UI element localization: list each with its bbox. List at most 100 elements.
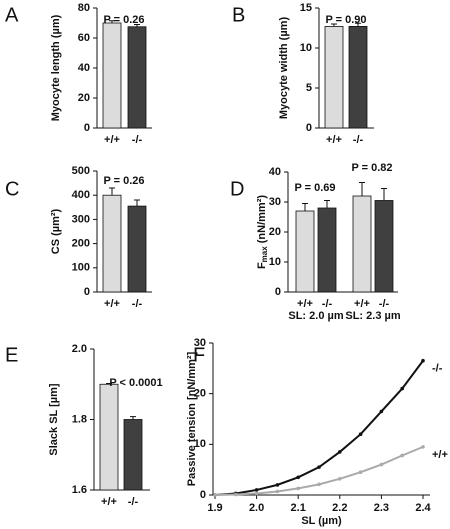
point bbox=[213, 493, 217, 497]
bar bbox=[374, 200, 394, 293]
x-tick-label: +/+ bbox=[297, 298, 313, 310]
error-bar bbox=[331, 23, 337, 27]
point bbox=[400, 453, 405, 458]
bar bbox=[317, 207, 337, 293]
y-axis-label-text: Myocyte width (µm) bbox=[278, 17, 290, 120]
y-tick-label: 0 bbox=[84, 122, 90, 134]
point bbox=[338, 450, 342, 454]
x-tick-label: 2.3 bbox=[374, 502, 389, 514]
annotation: P = 0.82 bbox=[351, 162, 392, 174]
x-tick-label: 2.4 bbox=[415, 502, 431, 514]
error-bar bbox=[134, 24, 140, 27]
error-bar bbox=[109, 187, 115, 196]
point bbox=[379, 409, 384, 414]
y-tick-label: 10 bbox=[194, 438, 206, 450]
point bbox=[358, 432, 363, 437]
x-tick-label: -/- bbox=[132, 298, 143, 310]
x-tick-label: 2.1 bbox=[291, 502, 306, 514]
error-bar bbox=[106, 383, 112, 385]
panel-label: F bbox=[193, 344, 205, 366]
x-axis-label: SL (µm) bbox=[301, 515, 342, 527]
bar bbox=[295, 210, 315, 293]
point bbox=[317, 482, 321, 487]
y-tick-label: 200 bbox=[72, 238, 90, 250]
point bbox=[296, 475, 301, 480]
bar bbox=[127, 26, 147, 129]
bar bbox=[348, 25, 368, 129]
bar bbox=[324, 25, 344, 129]
annotation: P < 0.0001 bbox=[109, 377, 162, 389]
y-tick-label: 10 bbox=[300, 42, 312, 54]
point bbox=[275, 489, 280, 494]
x-tick-label: +/+ bbox=[354, 298, 370, 310]
y-axis-label-text: F bbox=[256, 262, 268, 269]
error-bar bbox=[109, 20, 115, 23]
error-bar bbox=[359, 182, 365, 196]
y-axis-label-text: Passive tension [nN/mm²] bbox=[186, 351, 198, 486]
panel-label: E bbox=[5, 344, 18, 366]
y-tick-label: 500 bbox=[72, 165, 90, 177]
y-tick-label: 0 bbox=[275, 286, 281, 298]
y-axis-label: Slack SL [µm] bbox=[48, 383, 60, 455]
bar bbox=[99, 383, 119, 491]
panel-label: D bbox=[230, 178, 244, 200]
error-bar bbox=[134, 199, 140, 207]
x-tick-label: +/+ bbox=[104, 298, 120, 310]
y-axis-label-sub: max bbox=[260, 246, 269, 263]
y-tick-label: 30 bbox=[194, 337, 206, 349]
error-bar bbox=[130, 416, 136, 420]
y-tick-label: 400 bbox=[72, 189, 90, 201]
y-tick-label: 0 bbox=[306, 122, 312, 134]
line bbox=[214, 360, 424, 496]
y-axis-label-text: CS (µm²) bbox=[50, 208, 62, 254]
y-axis-label-text: Slack SL [µm] bbox=[48, 383, 60, 455]
y-tick-label: 1.6 bbox=[72, 484, 87, 496]
annotation: P = 0.69 bbox=[294, 182, 335, 194]
x-tick-label: -/- bbox=[379, 298, 390, 310]
x-tick-label: +/+ bbox=[101, 496, 117, 508]
annotation: P = 0.26 bbox=[103, 14, 144, 26]
error-bar bbox=[381, 188, 387, 201]
x-tick-label: 1.9 bbox=[207, 502, 222, 514]
y-tick-label: 20 bbox=[269, 226, 281, 238]
bar bbox=[123, 419, 143, 491]
point bbox=[379, 462, 384, 467]
y-axis-label-unit: (nN/mm²) bbox=[256, 195, 268, 247]
y-tick-label: 1.8 bbox=[72, 413, 87, 425]
point bbox=[358, 470, 363, 475]
y-axis-label: Passive tension [nN/mm²] bbox=[186, 351, 198, 486]
y-tick-label: 2.0 bbox=[72, 343, 87, 355]
point bbox=[421, 358, 425, 363]
point bbox=[234, 492, 238, 497]
y-axis-label: Myocyte length (µm) bbox=[50, 14, 62, 121]
y-tick-label: 40 bbox=[78, 62, 90, 74]
x-tick-label: +/+ bbox=[326, 134, 342, 146]
y-tick-label: 5 bbox=[306, 82, 312, 94]
bar bbox=[102, 22, 122, 129]
x-tick-label: +/+ bbox=[104, 134, 120, 146]
y-tick-label: 100 bbox=[72, 262, 90, 274]
y-axis-label-text: Myocyte length (µm) bbox=[50, 14, 62, 121]
point bbox=[317, 465, 321, 469]
error-bar bbox=[302, 203, 308, 211]
annotation: P = 0.90 bbox=[325, 14, 366, 26]
x-tick-label: 2.0 bbox=[249, 502, 264, 514]
point bbox=[338, 476, 342, 481]
error-bar bbox=[324, 200, 330, 208]
point bbox=[296, 486, 301, 491]
y-tick-label: 300 bbox=[72, 213, 90, 225]
point bbox=[254, 488, 259, 492]
error-bar bbox=[355, 22, 361, 27]
x-tick-label: -/- bbox=[353, 134, 364, 146]
panel-label: C bbox=[5, 178, 19, 200]
y-tick-label: 0 bbox=[84, 286, 90, 298]
panel-label: B bbox=[232, 4, 245, 26]
point bbox=[254, 491, 259, 496]
y-tick-label: 10 bbox=[269, 256, 281, 268]
panel-label: A bbox=[5, 4, 19, 26]
y-tick-label: 80 bbox=[78, 2, 90, 14]
y-tick-label: 40 bbox=[269, 166, 281, 178]
bar bbox=[127, 205, 147, 293]
group-label: SL: 2.3 µm bbox=[345, 310, 400, 322]
